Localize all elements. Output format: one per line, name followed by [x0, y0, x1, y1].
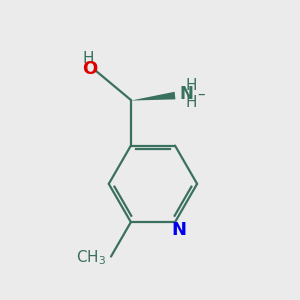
Text: O: O: [82, 60, 97, 78]
Text: H: H: [185, 78, 197, 93]
Text: N: N: [171, 221, 186, 239]
Text: H: H: [185, 95, 197, 110]
Text: –: –: [197, 87, 205, 102]
Text: N: N: [180, 85, 194, 103]
Polygon shape: [131, 92, 176, 100]
Text: H: H: [82, 51, 94, 66]
Text: CH$_3$: CH$_3$: [76, 249, 106, 267]
